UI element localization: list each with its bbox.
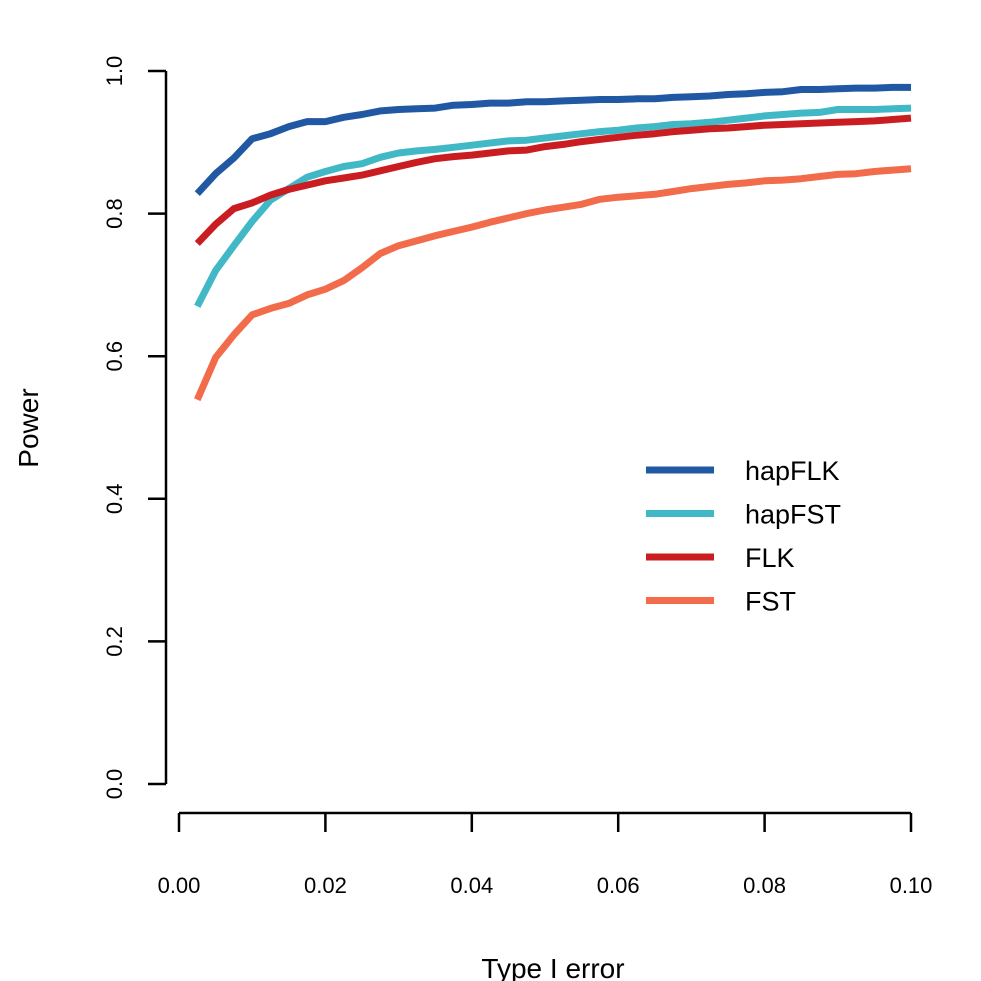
y-tick-label: 0.0 <box>102 769 127 800</box>
series-line-flk <box>194 114 912 246</box>
x-tick-label: 0.08 <box>743 873 786 898</box>
y-axis: 0.0 0.2 0.4 0.6 0.8 1.0 <box>102 56 168 800</box>
series-line-hapfst <box>194 104 912 308</box>
legend: hapFLK hapFST FLK FST <box>646 456 841 617</box>
y-axis-title: Power <box>13 388 44 467</box>
x-tick-label: 0.10 <box>890 873 933 898</box>
legend-label-hapflk: hapFLK <box>745 456 840 486</box>
series-line-hapflk <box>194 83 911 196</box>
series-lines <box>194 83 912 402</box>
y-tick-label: 0.6 <box>102 341 127 372</box>
legend-label-flk: FLK <box>745 543 795 573</box>
x-tick-label: 0.06 <box>597 873 640 898</box>
y-tick-label: 0.2 <box>102 626 127 657</box>
x-axis-title: Type I error <box>481 953 624 981</box>
x-tick-label: 0.02 <box>304 873 347 898</box>
y-tick-label: 1.0 <box>102 56 127 87</box>
series-line-fst <box>194 165 912 402</box>
x-axis: 0.00 0.02 0.04 0.06 0.08 0.10 <box>158 811 933 898</box>
x-tick-label: 0.04 <box>450 873 493 898</box>
y-tick-label: 0.4 <box>102 484 127 515</box>
x-tick-label: 0.00 <box>158 873 201 898</box>
legend-label-hapfst: hapFST <box>745 500 841 530</box>
y-tick-label: 0.8 <box>102 198 127 229</box>
legend-label-fst: FST <box>745 587 796 617</box>
